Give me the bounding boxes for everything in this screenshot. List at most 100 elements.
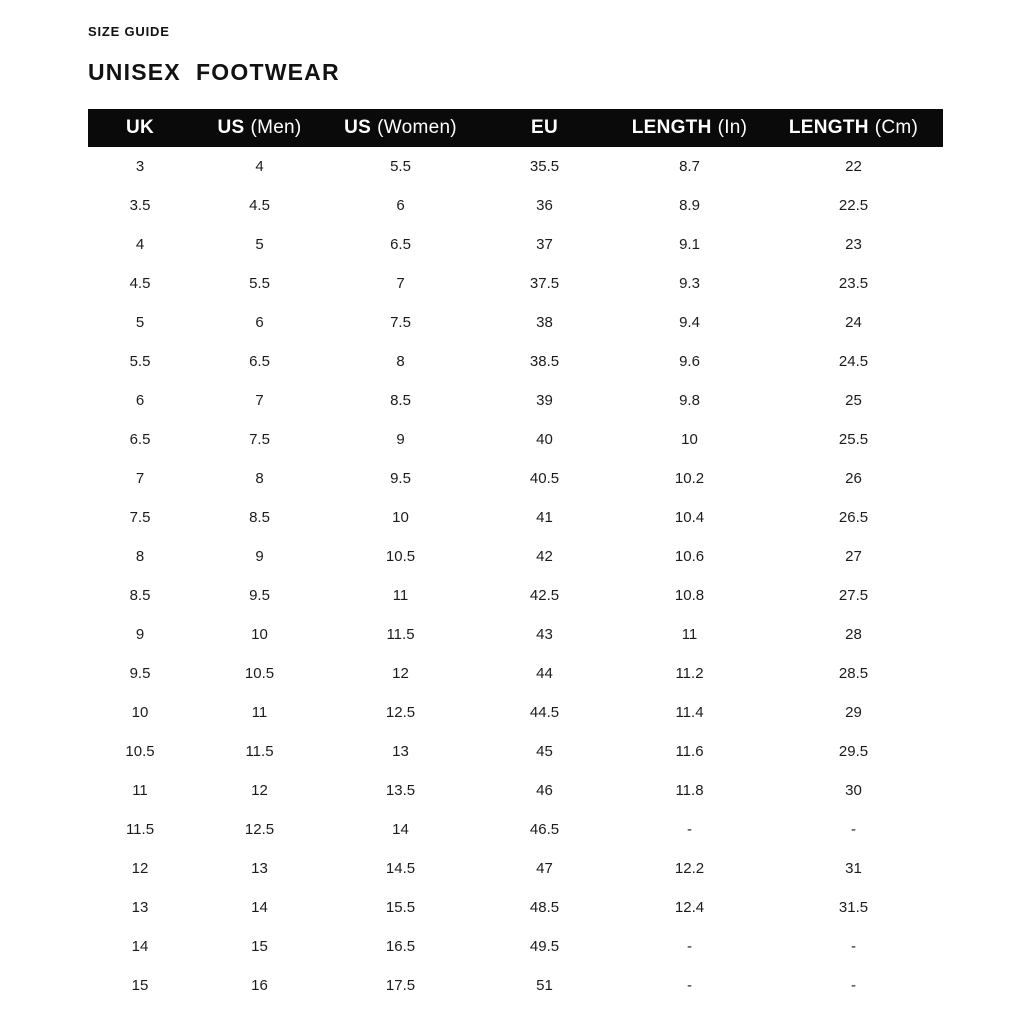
table-cell: 7.5 [129, 509, 151, 526]
table-cell: 9.8 [679, 392, 700, 409]
table-cell: 8 [396, 353, 405, 370]
table-row: 8.5 9.5 11 42.5 10.8 27.5 [88, 576, 943, 615]
table-cell: 42.5 [529, 587, 560, 604]
table-cell: - [687, 821, 692, 838]
table-cell: 8.5 [390, 392, 411, 409]
table-cell: 13 [392, 743, 409, 760]
size-guide-content: SIZE GUIDE UNISEX FOOTWEAR UK US (Men) US (W… [88, 24, 943, 1005]
table-cell: 15 [131, 977, 149, 994]
table-cell: 6.5 [249, 353, 270, 370]
table-cell: 4 [255, 158, 264, 175]
table-cell: 11 [392, 587, 409, 604]
table-row: 12 13 14.5 47 12.2 31 [88, 849, 943, 888]
table-cell: 11.6 [675, 743, 704, 760]
table-cell: 9 [396, 431, 405, 448]
column-header-label: UK [125, 117, 155, 138]
table-cell: 7.5 [249, 431, 270, 448]
table-row: 13 14 15.5 48.5 12.4 31.5 [88, 888, 943, 927]
table-row: 5 6 7.5 38 9.4 24 [88, 303, 943, 342]
table-cell: 17.5 [385, 977, 416, 994]
table-cell: 5 [135, 314, 145, 331]
table-cell: 15 [251, 938, 268, 955]
table-cell: 15.5 [385, 899, 416, 916]
table-cell: 12.5 [244, 821, 275, 838]
table-cell: 13.5 [385, 782, 416, 799]
table-cell: 3.5 [129, 197, 151, 214]
table-cell: 14.5 [385, 860, 416, 877]
table-cell: 4.5 [129, 275, 151, 292]
table-cell: 10 [131, 704, 149, 721]
table-cell: 11.2 [675, 665, 704, 682]
table-cell: 27 [845, 548, 862, 565]
table-row: 4 5 6.5 37 9.1 23 [88, 225, 943, 264]
table-row: 6.5 7.5 9 40 10 25.5 [88, 420, 943, 459]
table-row: 5.5 6.5 8 38.5 9.6 24.5 [88, 342, 943, 381]
table-cell: 35.5 [529, 158, 560, 175]
table-cell: 6.5 [129, 431, 151, 448]
table-row: 9.5 10.5 12 44 11.2 28.5 [88, 654, 943, 693]
table-cell: - [851, 977, 856, 994]
table-row: 15 16 17.5 51 - - [88, 966, 943, 1005]
table-cell: 38.5 [529, 353, 560, 370]
table-cell: 3 [135, 158, 145, 175]
column-header: US (Women) [327, 109, 474, 147]
table-cell: 9 [135, 626, 145, 643]
table-cell: 26 [845, 470, 862, 487]
table-cell: 8.9 [679, 197, 700, 214]
table-cell: 28 [845, 626, 862, 643]
table-cell: 7 [135, 470, 145, 487]
table-cell: 11.4 [675, 704, 704, 721]
table-cell: 7.5 [390, 314, 411, 331]
table-cell: 28.5 [838, 665, 869, 682]
table-cell: 23.5 [838, 275, 869, 292]
table-cell: 9.3 [679, 275, 700, 292]
table-cell: 10 [681, 431, 698, 448]
table-cell: 9.6 [679, 353, 700, 370]
table-cell: - [687, 977, 692, 994]
table-row: 14 15 16.5 49.5 - - [88, 927, 943, 966]
table-cell: 25.5 [838, 431, 869, 448]
table-cell: 10.5 [125, 743, 155, 760]
table-cell: 11.5 [386, 626, 415, 643]
table-cell: 7 [255, 392, 264, 409]
table-cell: 44 [536, 665, 553, 682]
column-header: US (Men) [192, 109, 327, 147]
table-cell: 14 [131, 938, 149, 955]
table-cell: 11 [132, 782, 148, 799]
table-cell: 36 [536, 197, 553, 214]
table-cell: 8 [255, 470, 264, 487]
table-cell: 11.5 [125, 821, 155, 838]
table-row: 11 12 13.5 46 11.8 30 [88, 771, 943, 810]
table-body: 3 4 5.5 35.5 8.7 22 3.5 4.5 6 36 8.9 22.5 4 5 6.5 37 9.1… [88, 147, 943, 1005]
table-cell: - [851, 938, 856, 955]
table-cell: 26.5 [838, 509, 869, 526]
table-cell: 9.5 [129, 665, 151, 682]
table-row: 10.5 11.5 13 45 11.6 29.5 [88, 732, 943, 771]
table-cell: 22.5 [838, 197, 869, 214]
table-header-row: UK US (Men) US (Women) EU LENGTH (In) LENGTH (Cm) [88, 109, 943, 147]
table-cell: 31 [845, 860, 862, 877]
table-cell: 9 [255, 548, 264, 565]
table-cell: 37.5 [529, 275, 560, 292]
table-cell: 25 [845, 392, 862, 409]
table-cell: 16.5 [385, 938, 416, 955]
table-cell: 12.4 [674, 899, 705, 916]
table-cell: 10 [251, 626, 268, 643]
table-cell: 12 [131, 860, 149, 877]
table-cell: 29.5 [838, 743, 869, 760]
table-cell: 40.5 [529, 470, 560, 487]
table-cell: 11 [681, 626, 698, 643]
table-row: 6 7 8.5 39 9.8 25 [88, 381, 943, 420]
table-cell: 5 [255, 236, 264, 253]
column-header-suffix: (Cm) [874, 117, 919, 138]
table-cell: 14 [251, 899, 268, 916]
table-cell: 13 [251, 860, 268, 877]
column-header: UK [88, 109, 192, 147]
table-cell: 8.7 [679, 158, 700, 175]
table-cell: 12.5 [385, 704, 416, 721]
table-cell: 41 [536, 509, 553, 526]
table-cell: 10.5 [244, 665, 275, 682]
table-row: 7 8 9.5 40.5 10.2 26 [88, 459, 943, 498]
table-cell: 6 [255, 314, 264, 331]
